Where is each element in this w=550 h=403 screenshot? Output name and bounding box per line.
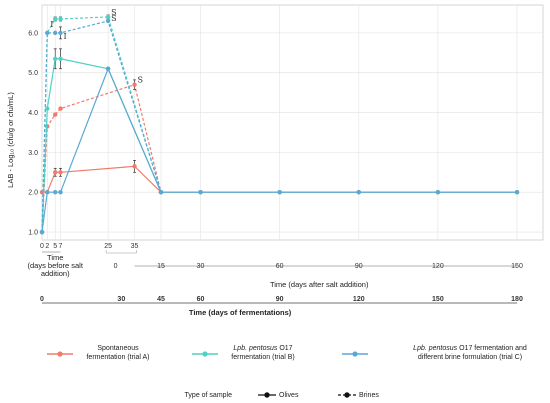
legend-label: fermentation (trial B)	[231, 354, 294, 361]
x-tick-before: 0	[40, 243, 44, 250]
x-tick-total: 180	[511, 296, 523, 303]
x-axis-title-before: addition)	[41, 269, 70, 278]
data-point	[45, 30, 50, 36]
data-point	[53, 170, 58, 175]
data-point	[45, 124, 50, 129]
annotation-label: I	[64, 32, 67, 41]
data-point	[132, 82, 137, 87]
data-point	[132, 164, 137, 169]
data-point	[53, 112, 58, 117]
data-point	[158, 190, 164, 195]
x-tick-total: 150	[432, 296, 444, 303]
y-tick-label: 1.0	[28, 230, 38, 237]
x-tick-after: 60	[276, 263, 284, 270]
data-point	[53, 56, 58, 61]
data-point	[514, 190, 520, 195]
y-tick-label: 4.0	[28, 110, 38, 117]
data-point	[53, 16, 58, 22]
x-tick-total: 120	[353, 296, 365, 303]
y-tick-label: 2.0	[28, 190, 38, 197]
x-tick-after: 0	[114, 263, 118, 270]
data-point	[45, 190, 50, 195]
plot-frame	[41, 4, 544, 241]
legend-type-title: Type of sample	[185, 392, 233, 399]
data-point	[356, 190, 361, 195]
x-tick-before: 7	[59, 243, 63, 250]
y-axis-title: LAB - Log₁₀ (cfu/g or cfu/mL)	[6, 92, 15, 188]
annotation-label: S	[111, 8, 116, 17]
legend-type-entry: Brines	[338, 392, 379, 399]
data-point	[53, 190, 58, 195]
series-line	[41, 20, 162, 233]
x-tick-before: 35	[131, 243, 139, 250]
x-axis-title-total: Time (days of fermentations)	[189, 308, 292, 317]
series-line	[41, 16, 162, 233]
legend-type-entry: Olives	[258, 392, 299, 399]
legend-entry: Lpb. pentosus O17 fermentation and differ…	[342, 345, 527, 361]
data-point	[58, 56, 63, 61]
y-tick-label: 3.0	[28, 150, 38, 157]
data-point	[45, 106, 50, 111]
legend-type-label: Brines	[359, 392, 379, 399]
x-tick-total: 45	[157, 296, 165, 303]
legend-type-marker	[344, 392, 350, 398]
annotation-label: I	[50, 20, 53, 29]
x-tick-total: 0	[40, 296, 44, 303]
legend-label: fermentation (trial A)	[86, 354, 149, 361]
legend-label: different brine formulation (trial C)	[418, 354, 522, 361]
data-point	[39, 229, 45, 235]
x-axis-title-before: (days before salt	[27, 261, 83, 270]
data-point	[105, 18, 111, 24]
bracket	[105, 250, 137, 254]
annotation-label: S	[111, 14, 116, 23]
x-tick-after: 120	[432, 263, 444, 270]
data-point	[58, 16, 63, 22]
legend-swatch-marker	[202, 351, 208, 357]
x-axis-title-after: Time (days after salt addition)	[270, 280, 369, 289]
data-point	[58, 170, 63, 175]
x-tick-total: 30	[117, 296, 125, 303]
legend-type-label: Olives	[279, 392, 299, 399]
x-tick-after: 15	[157, 263, 165, 270]
data-point	[435, 190, 441, 195]
series-brines	[39, 18, 164, 235]
data-point	[58, 106, 63, 111]
legend-label: Spontaneous	[97, 345, 139, 352]
annotation-label: S	[138, 76, 143, 85]
y-tick-label: 6.0	[28, 30, 38, 37]
series-brines	[39, 79, 164, 235]
x-axis-title-before: Time	[47, 253, 63, 262]
y-axis-ticks: 1.0 2.0 3.0 4.0 5.0 6.0	[28, 30, 38, 236]
legend-entry: Spontaneous fermentation (trial A)	[47, 345, 150, 361]
data-point	[53, 30, 58, 36]
x-tick-after: 150	[511, 263, 523, 270]
legend-swatch-marker	[57, 351, 63, 357]
x-tick-total: 90	[276, 296, 284, 303]
data-point	[105, 66, 111, 71]
legend: Spontaneous fermentation (trial A) Lpb. pe…	[47, 345, 527, 399]
legend-entry: Lpb. pentosus O17 fermentation (trial B)	[192, 345, 295, 361]
y-tick-label: 5.0	[28, 70, 38, 77]
data-point	[198, 190, 203, 195]
x-tick-before: 2	[45, 243, 49, 250]
x-tick-after: 90	[355, 263, 363, 270]
legend-label: Lpb. pentosus O17	[233, 345, 292, 352]
x-tick-before: 5	[53, 243, 57, 250]
x-tick-after: 30	[197, 263, 205, 270]
x-tick-before: 25	[104, 243, 112, 250]
data-point	[105, 14, 111, 20]
legend-swatch-marker	[352, 351, 358, 357]
data-point	[277, 190, 282, 195]
data-point	[58, 30, 63, 36]
grid	[41, 4, 544, 241]
series	[39, 14, 520, 235]
x-tick-total: 60	[197, 296, 205, 303]
data-point	[58, 190, 63, 195]
legend-type-marker	[264, 392, 270, 398]
legend-label: Lpb. pentosus O17 fermentation and	[413, 345, 527, 352]
